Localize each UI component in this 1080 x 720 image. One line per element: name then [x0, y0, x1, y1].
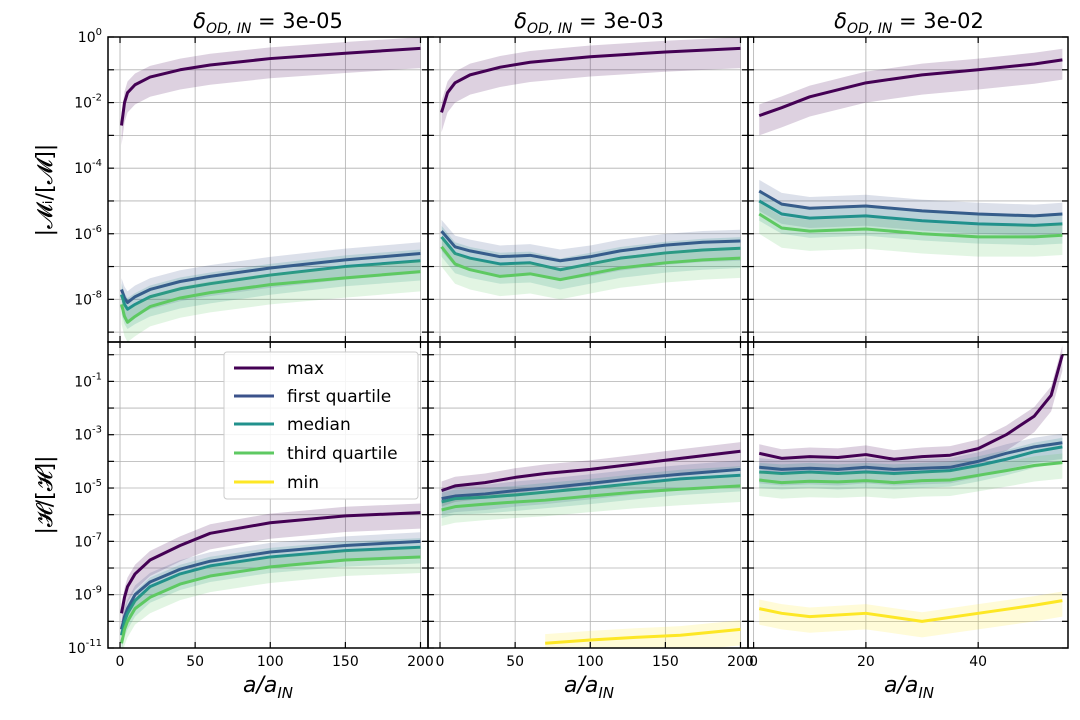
- series-median: [758, 199, 1063, 227]
- xtick-label: 50: [506, 654, 524, 670]
- band-third-quartile: [121, 547, 421, 648]
- xlabel-col-3: a/aIN: [884, 673, 934, 702]
- series-third-quartile: [441, 484, 741, 512]
- band-max: [121, 503, 421, 630]
- xtick-label: 0: [436, 654, 445, 670]
- band-max: [759, 48, 1063, 136]
- axes-frame: [747, 341, 1069, 649]
- series-min: [758, 599, 1063, 623]
- xtick-label: 150: [332, 654, 359, 670]
- series-first-quartile: [120, 539, 421, 630]
- legend-label-first-quartile: first quartile: [287, 387, 391, 407]
- band-third-quartile: [121, 260, 421, 342]
- band-first-quartile: [441, 219, 741, 281]
- panel-group: 10-8 10-6 10-4 10-2 100 10-11 10-9 10-7 10-5 10-3…: [68, 27, 1069, 670]
- column-title-1: δOD, IN = 3e-05: [193, 9, 343, 37]
- panel-bottom-middle: 0 50 100 150 200: [427, 341, 754, 670]
- series-third-quartile: [440, 245, 741, 282]
- band-min: [759, 591, 1063, 638]
- series-first-quartile: [120, 252, 421, 305]
- column-title-3: δOD, IN = 3e-02: [834, 9, 984, 37]
- series-first-quartile: [441, 467, 741, 501]
- ytick-label: 10-2: [74, 93, 102, 112]
- ytick-label: 10-7: [74, 531, 102, 550]
- panel-top-left: 10-8 10-6 10-4 10-2 100: [74, 27, 429, 343]
- series-max: [120, 511, 421, 614]
- band-third-quartile: [441, 235, 741, 300]
- series-median: [440, 235, 741, 272]
- xtick-label: 0: [749, 654, 758, 670]
- legend: max first quartile median third quartile…: [223, 351, 419, 500]
- series-max: [758, 354, 1064, 461]
- series-min: [545, 627, 741, 645]
- bottom-row-ylabel: |𝓗/[𝓗]|: [33, 455, 58, 534]
- ytick-label: 10-8: [74, 289, 102, 308]
- top-row-ylabel: |𝓜ᵢ/[𝓜]|: [33, 144, 58, 237]
- band-third-quartile: [759, 453, 1063, 499]
- series-max: [120, 46, 421, 126]
- ytick-label: 10-5: [74, 478, 102, 497]
- legend-label-min: min: [287, 473, 319, 493]
- xtick-label: 200: [407, 654, 434, 670]
- series-median: [759, 445, 1063, 476]
- band-third-quartile: [759, 202, 1063, 257]
- series-first-quartile: [759, 441, 1063, 471]
- ytick-label: 10-3: [74, 425, 102, 444]
- legend-label-median: median: [287, 415, 351, 435]
- xtick-label: 100: [257, 654, 284, 670]
- series-median: [120, 259, 421, 311]
- xtick-label: 40: [969, 654, 987, 670]
- band-first-quartile: [759, 179, 1063, 236]
- panel-bottom-right: 0 20 40: [747, 341, 1069, 670]
- series-first-quartile: [440, 230, 741, 263]
- series-third-quartile: [120, 555, 421, 644]
- xtick-label: 50: [186, 654, 204, 670]
- band-max: [441, 37, 741, 133]
- ytick-label: 10-11: [68, 638, 102, 657]
- ytick-label: 100: [78, 27, 102, 46]
- xlabel-col-1: a/aIN: [243, 673, 293, 702]
- ytick-label: 10-6: [74, 224, 102, 243]
- series-median: [120, 545, 421, 636]
- xlabel-col-2: a/aIN: [564, 673, 614, 702]
- series-max: [441, 449, 741, 493]
- band-max: [121, 37, 421, 146]
- column-title-2: δOD, IN = 3e-03: [514, 9, 664, 37]
- xtick-label: 200: [727, 654, 754, 670]
- series-third-quartile: [120, 270, 421, 324]
- xtick-label: 20: [857, 654, 875, 670]
- legend-label-max: max: [287, 359, 324, 379]
- ytick-label: 10-1: [74, 371, 102, 390]
- series-third-quartile: [759, 461, 1063, 485]
- panel-top-middle: [427, 36, 749, 343]
- xtick-label: 0: [116, 654, 125, 670]
- series-third-quartile: [758, 212, 1063, 239]
- ytick-label: 10-9: [74, 585, 102, 604]
- series-max: [758, 58, 1063, 118]
- panel-bottom-left: 10-11 10-9 10-7 10-5 10-3 10-1 0 50 100 150 200: [68, 341, 434, 670]
- band-median: [759, 437, 1063, 490]
- series-median: [441, 473, 741, 504]
- xtick-label: 100: [577, 654, 604, 670]
- xtick-label: 150: [652, 654, 679, 670]
- band-first-quartile: [121, 242, 421, 323]
- band-median: [121, 249, 421, 329]
- band-median: [121, 538, 421, 648]
- series-max: [440, 46, 741, 113]
- series-first-quartile: [758, 189, 1063, 218]
- legend-label-third-quartile: third quartile: [287, 444, 398, 464]
- panel-top-right: [747, 36, 1069, 343]
- ytick-label: 10-4: [74, 158, 102, 177]
- legend-box: [223, 351, 419, 500]
